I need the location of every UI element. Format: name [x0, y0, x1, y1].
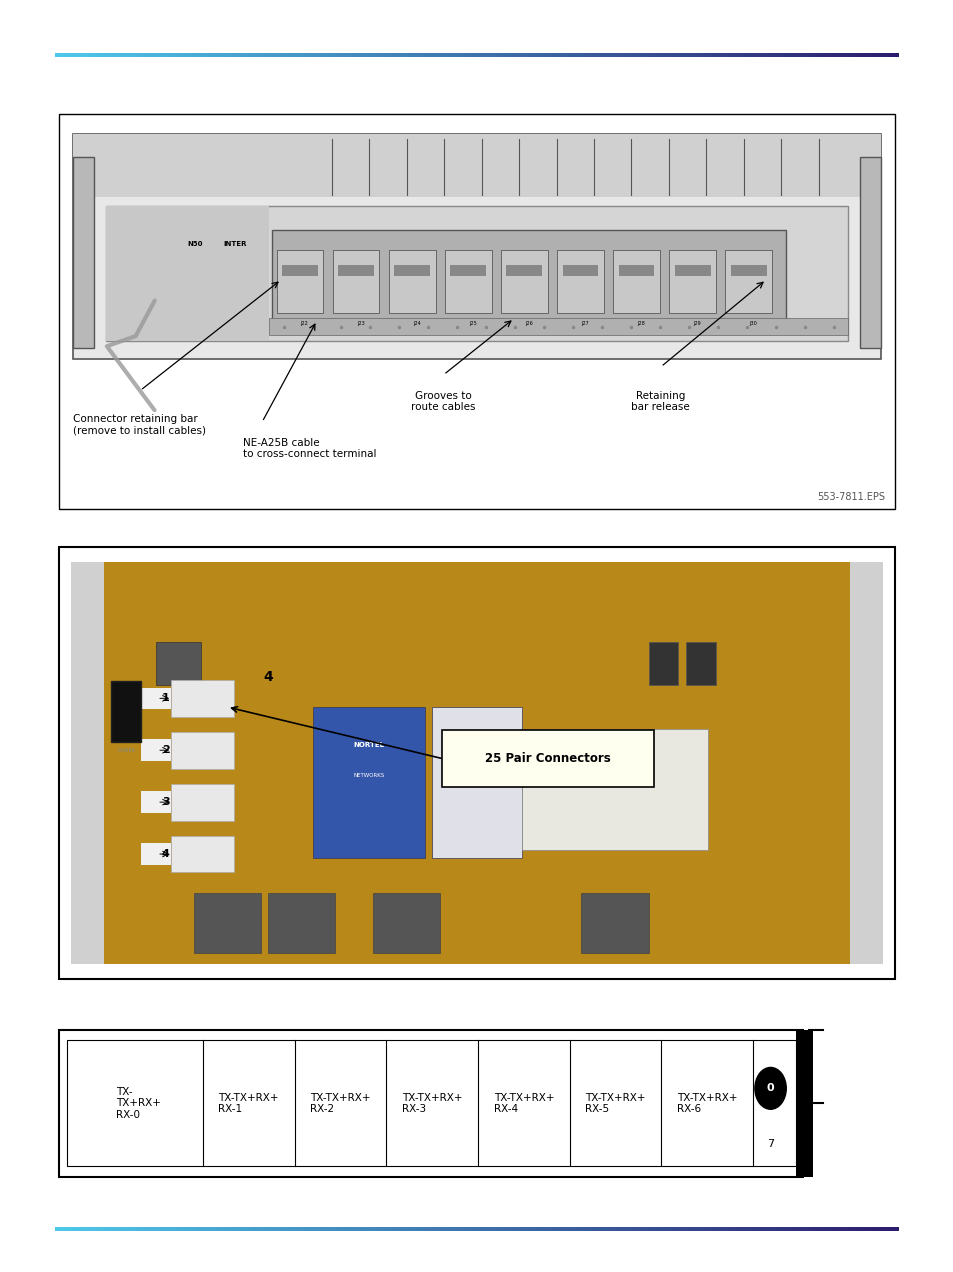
Bar: [73, 135, 880, 197]
Bar: [668, 251, 716, 313]
Bar: [59, 547, 894, 979]
Text: NETWORKS: NETWORKS: [353, 772, 384, 777]
FancyBboxPatch shape: [441, 730, 654, 787]
Bar: [388, 251, 436, 313]
Bar: [618, 265, 654, 276]
Bar: [73, 156, 93, 347]
Bar: [268, 893, 335, 954]
Bar: [73, 134, 880, 359]
Bar: [171, 681, 233, 716]
Bar: [171, 836, 233, 873]
Bar: [860, 156, 880, 347]
Text: 4: 4: [263, 669, 273, 684]
Circle shape: [754, 1067, 785, 1109]
Bar: [432, 707, 521, 859]
Bar: [269, 318, 847, 335]
Bar: [171, 731, 233, 768]
Bar: [580, 893, 648, 954]
Text: J27: J27: [580, 321, 588, 326]
Bar: [394, 265, 430, 276]
Bar: [141, 791, 171, 813]
Text: 4: 4: [161, 848, 170, 859]
Text: 7: 7: [766, 1138, 773, 1149]
Bar: [648, 642, 678, 686]
Bar: [685, 642, 715, 686]
Text: 1: 1: [162, 693, 170, 703]
Bar: [444, 251, 491, 313]
Bar: [106, 206, 269, 341]
Text: J28: J28: [637, 321, 644, 326]
Bar: [106, 206, 847, 341]
Bar: [450, 265, 486, 276]
Bar: [313, 707, 424, 859]
Text: TX-TX+RX+
RX-6: TX-TX+RX+ RX-6: [677, 1093, 737, 1114]
Text: TX-TX+RX+
RX-4: TX-TX+RX+ RX-4: [493, 1093, 554, 1114]
Text: TX-TX+RX+
RX-2: TX-TX+RX+ RX-2: [310, 1093, 371, 1114]
Bar: [333, 251, 379, 313]
Text: INTER: INTER: [223, 240, 247, 247]
Text: J29: J29: [693, 321, 700, 326]
Text: 3: 3: [162, 798, 170, 808]
Bar: [141, 739, 171, 761]
Text: J23: J23: [356, 321, 364, 326]
Bar: [71, 562, 882, 964]
Text: TX-
TX+RX+
RX-0: TX- TX+RX+ RX-0: [116, 1086, 161, 1121]
Text: TX-TX+RX+
RX-1: TX-TX+RX+ RX-1: [218, 1093, 278, 1114]
Bar: [795, 1030, 812, 1177]
Bar: [849, 562, 882, 964]
Text: 0: 0: [766, 1084, 774, 1094]
Bar: [59, 1030, 802, 1177]
Bar: [557, 251, 603, 313]
Text: 2: 2: [162, 745, 170, 756]
Bar: [112, 681, 141, 742]
Bar: [730, 265, 766, 276]
Text: Connector retaining bar
(remove to install cables): Connector retaining bar (remove to insta…: [73, 415, 206, 436]
Text: POWER: POWER: [117, 748, 135, 753]
Bar: [193, 893, 260, 954]
Text: TX-TX+RX+
RX-3: TX-TX+RX+ RX-3: [401, 1093, 462, 1114]
Bar: [141, 843, 171, 865]
Bar: [674, 265, 710, 276]
Bar: [67, 1040, 795, 1166]
Bar: [282, 265, 317, 276]
Text: J30: J30: [749, 321, 757, 326]
Bar: [171, 784, 233, 820]
Bar: [104, 562, 849, 964]
Text: Retaining
bar release: Retaining bar release: [631, 391, 690, 412]
Text: NTBιιι: NTBιιι: [466, 780, 487, 786]
Text: NORTEL: NORTEL: [353, 742, 384, 748]
Text: 553-7811.EPS: 553-7811.EPS: [817, 492, 884, 502]
Bar: [156, 642, 201, 686]
Bar: [276, 251, 323, 313]
Bar: [337, 265, 374, 276]
Bar: [71, 562, 104, 964]
Bar: [521, 729, 707, 850]
Bar: [500, 251, 547, 313]
Text: J25: J25: [469, 321, 476, 326]
Bar: [373, 893, 439, 954]
Text: J22: J22: [300, 321, 308, 326]
Text: NE-A25B cable
to cross-connect terminal: NE-A25B cable to cross-connect terminal: [243, 438, 376, 459]
Bar: [272, 230, 785, 319]
Bar: [613, 251, 659, 313]
Bar: [562, 265, 598, 276]
Text: J24: J24: [413, 321, 420, 326]
Text: Grooves to
route cables: Grooves to route cables: [411, 391, 476, 412]
Bar: [59, 114, 894, 509]
Bar: [141, 687, 171, 709]
Text: J26: J26: [524, 321, 533, 326]
Bar: [506, 265, 541, 276]
Text: 25 Pair Connectors: 25 Pair Connectors: [485, 752, 610, 766]
Text: TX-TX+RX+
RX-5: TX-TX+RX+ RX-5: [585, 1093, 645, 1114]
Text: N50: N50: [188, 240, 203, 247]
Bar: [724, 251, 771, 313]
